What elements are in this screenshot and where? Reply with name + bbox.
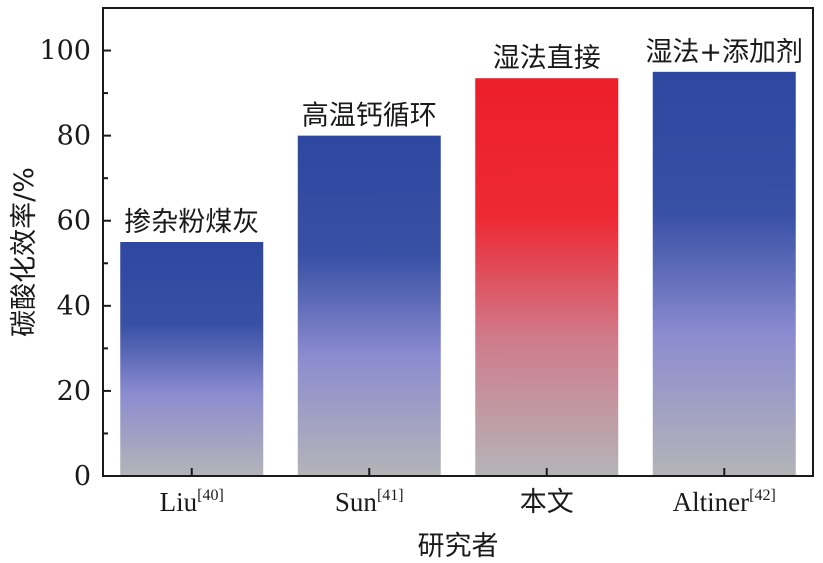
y-tick-label: 100 [39,36,91,67]
x-tick-label: Sun[41] [335,487,404,517]
bar-labels-group: 掺杂粉煤灰 高温钙循环 湿法直接 湿法+添加剂 [124,37,803,238]
x-tick-label: Altiner[42] [673,487,776,517]
bar [297,135,441,477]
y-tick-label: 0 [74,461,91,492]
y-tick-label: 60 [57,206,91,237]
bar-annotation: 湿法+添加剂 [645,37,803,68]
y-tick-label: 80 [57,121,91,152]
x-tick-label: Liu[40] [160,487,224,517]
y-tick-label: 40 [57,291,91,322]
y-axis-title: 碳酸化效率/% [9,167,40,337]
bar-annotation: 高温钙循环 [302,101,437,132]
plot-frame [102,7,814,477]
x-tick-label: 本文 [520,487,574,517]
bar-annotation: 湿法直接 [493,43,601,74]
y-tick-label: 20 [57,376,91,407]
x-axis-title: 研究者 [418,531,499,562]
bar [475,78,619,476]
bars-group [120,71,796,477]
bar [652,71,796,477]
x-axis-ticks: Liu[40] Sun[41] 本文 Altiner[42] [160,468,776,517]
bar [120,242,264,476]
y-axis-ticks: 0 20 40 60 80 100 [39,7,111,492]
bar-annotation: 掺杂粉煤灰 [124,207,259,238]
